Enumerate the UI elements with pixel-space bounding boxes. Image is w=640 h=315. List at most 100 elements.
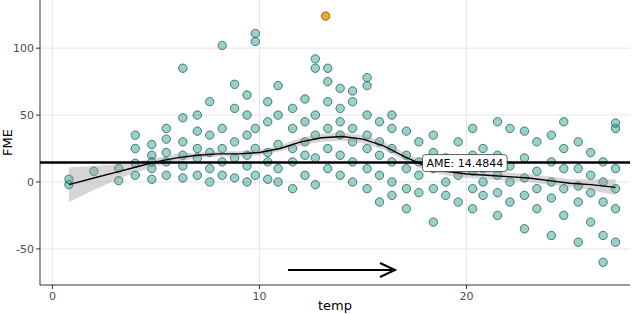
data-point: [479, 191, 487, 199]
y-tick-label: 0: [27, 176, 34, 189]
data-point: [251, 29, 259, 37]
data-point: [218, 41, 226, 49]
data-point: [506, 124, 514, 132]
data-point: [324, 64, 332, 72]
data-point: [251, 124, 259, 132]
data-point: [586, 148, 594, 156]
x-tick-label: 0: [49, 290, 56, 303]
x-grid: [52, 0, 53, 285]
data-point: [206, 131, 214, 139]
data-point: [230, 104, 238, 112]
data-point: [429, 184, 437, 192]
data-point: [586, 218, 594, 226]
data-point: [468, 184, 476, 192]
x-tick: [52, 285, 53, 289]
data-point: [230, 80, 238, 88]
data-point: [560, 118, 568, 126]
data-point: [468, 124, 476, 132]
x-tick: [259, 285, 260, 289]
y-tick: [36, 48, 40, 49]
background: [0, 0, 640, 315]
data-point: [611, 238, 619, 246]
data-point: [264, 97, 272, 105]
data-point: [547, 231, 555, 239]
data-point: [148, 140, 156, 148]
data-point: [288, 104, 296, 112]
y-tick: [36, 248, 40, 249]
data-point: [230, 174, 238, 182]
data-point: [162, 171, 170, 179]
data-point: [274, 178, 282, 186]
ame-label: AME: 14.4844: [426, 157, 503, 170]
data-point: [375, 118, 383, 126]
data-point: [429, 218, 437, 226]
y-grid: [40, 115, 630, 116]
data-point: [230, 138, 238, 146]
y-tick-label: 50: [20, 109, 34, 122]
data-point: [533, 167, 541, 175]
data-point: [162, 124, 170, 132]
data-point: [264, 118, 272, 126]
data-point: [264, 175, 272, 183]
data-point: [301, 95, 309, 103]
data-point: [547, 131, 555, 139]
data-point: [131, 144, 139, 152]
data-point: [274, 81, 282, 89]
data-point: [162, 135, 170, 143]
data-point: [324, 77, 332, 85]
data-point: [611, 164, 619, 172]
data-point: [324, 124, 332, 132]
data-point: [363, 111, 371, 119]
data-point: [493, 118, 501, 126]
data-point: [193, 111, 201, 119]
data-point: [206, 97, 214, 105]
data-point: [179, 174, 187, 182]
data-point: [179, 64, 187, 72]
data-point: [520, 127, 528, 135]
data-point: [193, 144, 201, 152]
data-point: [533, 184, 541, 192]
data-point: [348, 178, 356, 186]
data-point: [506, 198, 514, 206]
data-point: [375, 171, 383, 179]
y-axis-title: FME: [0, 129, 15, 156]
data-point: [363, 164, 371, 172]
data-point: [363, 144, 371, 152]
y-grid: [40, 48, 630, 49]
data-point: [311, 180, 319, 188]
data-point: [388, 178, 396, 186]
x-grid: [466, 0, 467, 285]
data-point: [574, 138, 582, 146]
data-point: [348, 87, 356, 95]
data-point: [402, 164, 410, 172]
data-point: [288, 124, 296, 132]
data-point: [415, 171, 423, 179]
data-point: [288, 184, 296, 192]
data-point: [348, 124, 356, 132]
data-point: [560, 211, 568, 219]
data-point: [218, 171, 226, 179]
x-tick: [466, 285, 467, 289]
x-tick-label: 20: [459, 290, 473, 303]
data-point: [547, 194, 555, 202]
data-point: [243, 131, 251, 139]
y-axis: [40, 0, 41, 285]
data-point: [560, 144, 568, 152]
data-point: [206, 164, 214, 172]
y-tick-label: 100: [13, 42, 34, 55]
data-point: [363, 81, 371, 89]
y-tick-label: -50: [16, 243, 34, 256]
data-point: [442, 178, 450, 186]
data-point: [454, 198, 462, 206]
x-axis-title: temp: [318, 298, 352, 313]
data-point: [599, 231, 607, 239]
data-point: [363, 184, 371, 192]
data-point: [402, 205, 410, 213]
data-point: [388, 191, 396, 199]
y-tick: [36, 115, 40, 116]
chart-container: 01020-50050100AME: 14.4844tempFME: [0, 0, 640, 315]
data-point: [243, 91, 251, 99]
data-point: [611, 119, 619, 127]
data-point: [348, 97, 356, 105]
data-point: [251, 37, 259, 45]
